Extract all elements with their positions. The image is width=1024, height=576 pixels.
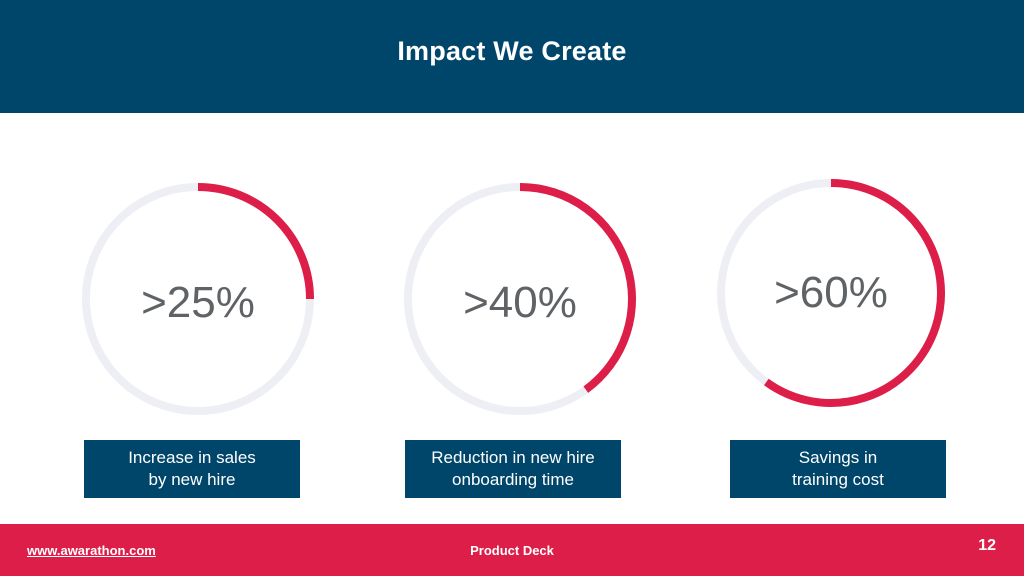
metric-ring-onboarding: >40% — [404, 183, 636, 415]
footer-bar — [0, 524, 1024, 576]
ring-chart-training — [717, 179, 945, 407]
website-link[interactable]: www.awarathon.com — [27, 543, 156, 558]
metric-value-onboarding: >40% — [463, 278, 577, 327]
page-title: Impact We Create — [397, 36, 627, 66]
metric-value-training: >60% — [774, 268, 888, 317]
metric-ring-training: >60% — [717, 179, 945, 407]
footer-deck-label: Product Deck — [470, 543, 554, 558]
ring-chart-onboarding — [404, 183, 636, 415]
caption-onboarding: Reduction in new hire onboarding time — [405, 440, 621, 498]
metric-ring-sales: >25% — [81, 182, 315, 416]
caption-sales: Increase in sales by new hire — [84, 440, 300, 498]
header-bar: Impact We Create — [0, 0, 1024, 113]
ring-chart-sales — [82, 183, 314, 415]
page-number: 12 — [978, 537, 996, 554]
caption-training: Savings in training cost — [730, 440, 946, 498]
metric-value-sales: >25% — [141, 278, 255, 327]
